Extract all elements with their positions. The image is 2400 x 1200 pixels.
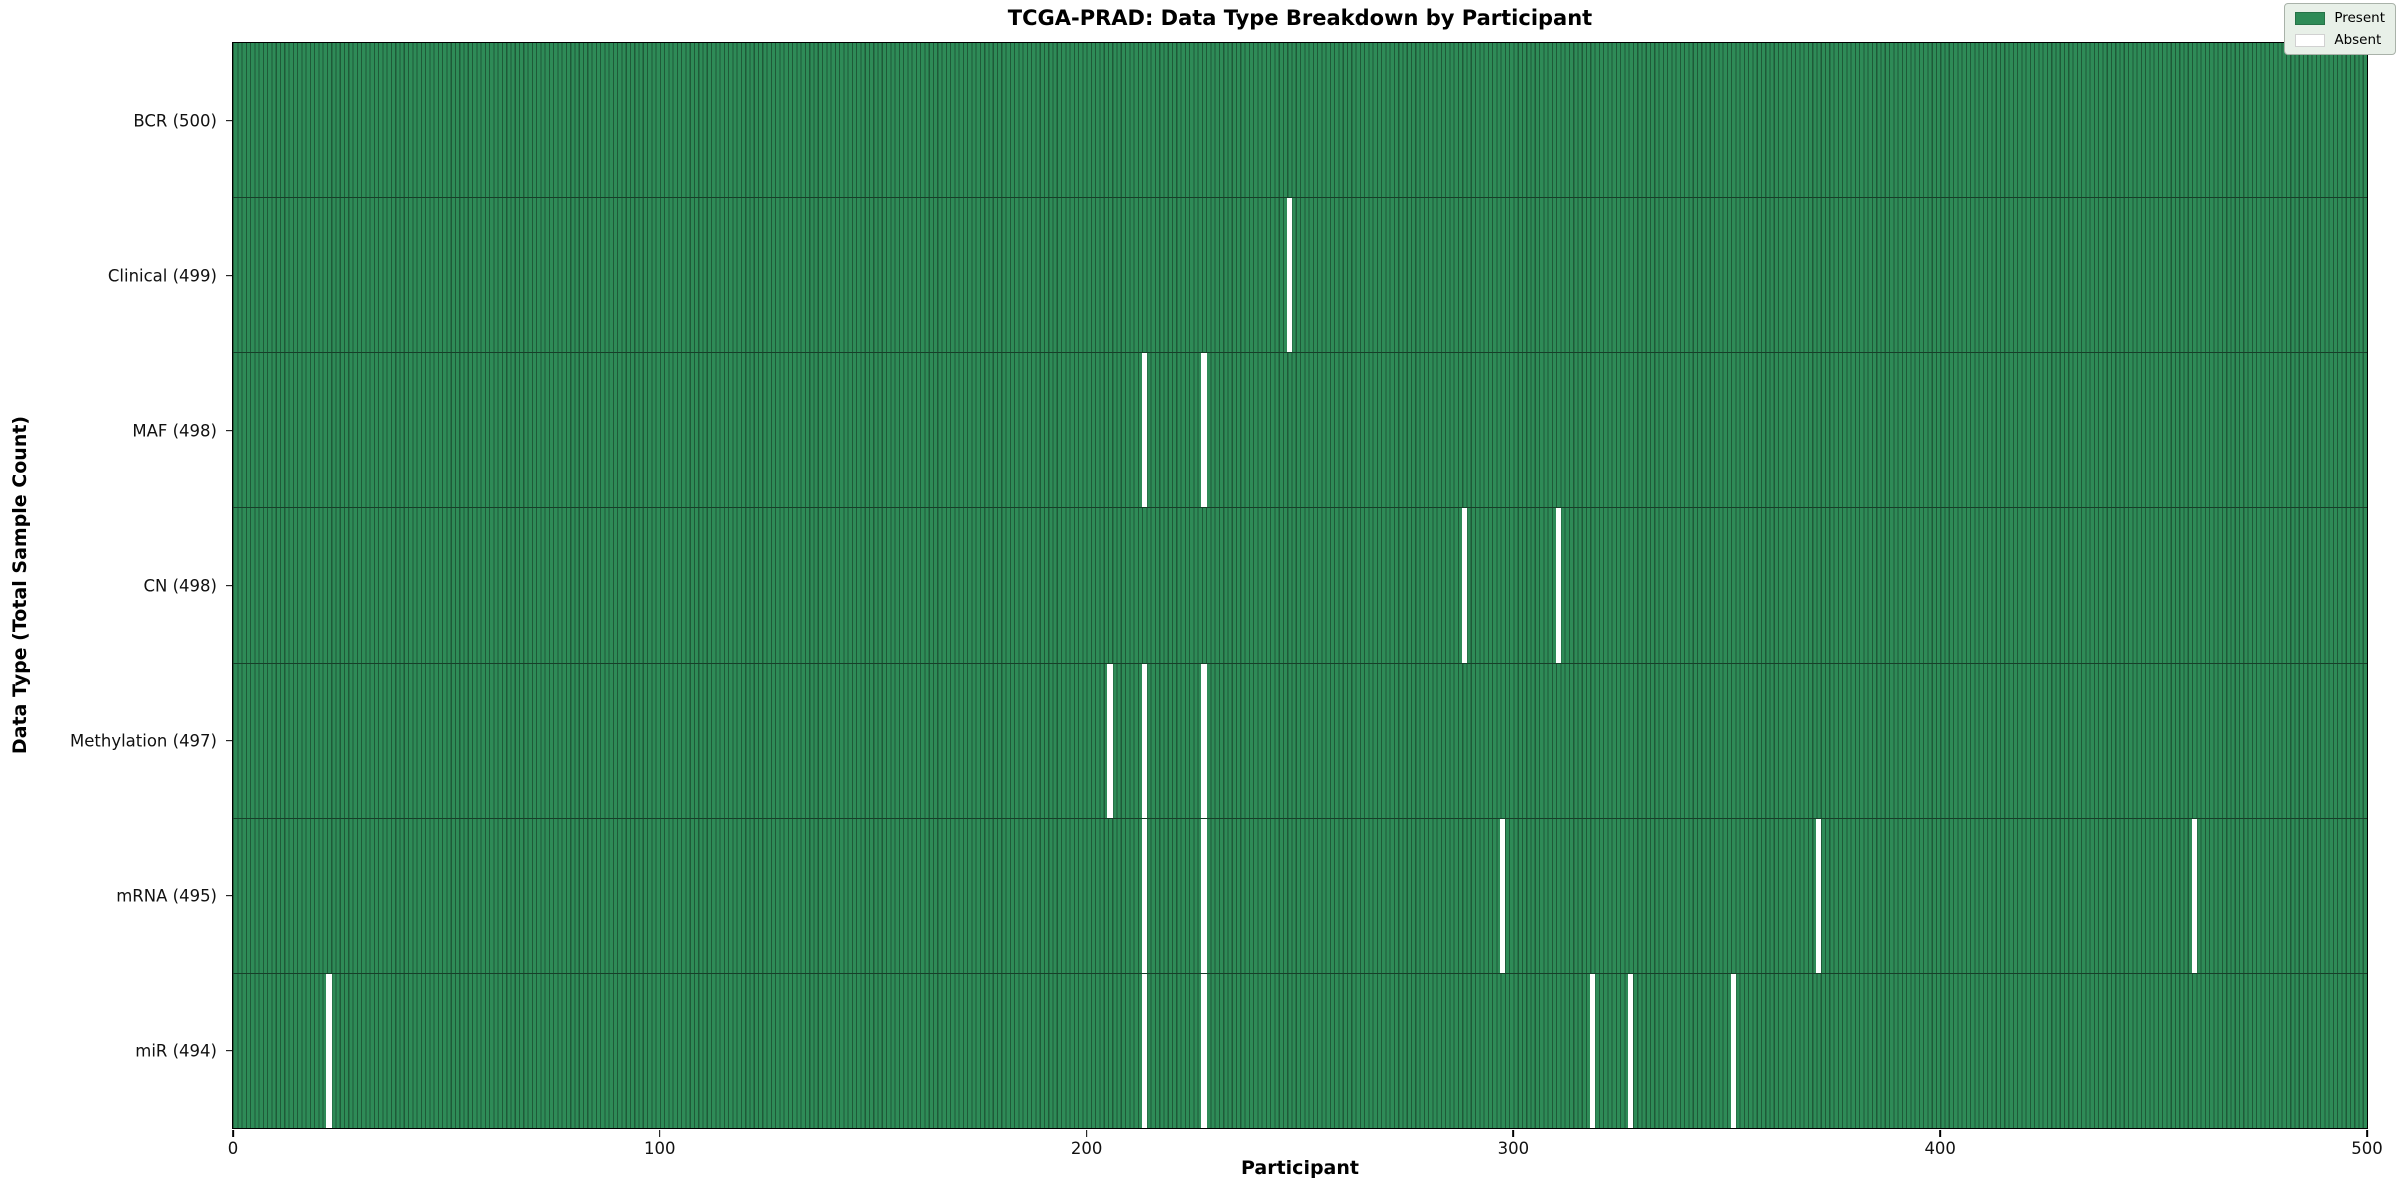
- x-tick-label: 100: [644, 1139, 676, 1158]
- y-tick-label: MAF (498): [132, 421, 217, 440]
- absent-cell: [1201, 818, 1207, 973]
- x-tick-mark: [658, 1129, 661, 1137]
- y-tick-label: miR (494): [135, 1041, 217, 1060]
- legend-swatch-icon: [2295, 33, 2326, 47]
- y-tick-mark: [226, 739, 233, 742]
- heat-row-Methylation: [233, 663, 2367, 819]
- absent-cell: [2191, 818, 2197, 973]
- heat-row-miR: [233, 973, 2367, 1128]
- absent-cell: [1201, 353, 1207, 508]
- plot-area: [232, 42, 2368, 1129]
- y-tick-mark: [226, 894, 233, 897]
- x-tick-label: 400: [1924, 1139, 1956, 1158]
- absent-cell: [326, 973, 332, 1128]
- absent-cell: [1201, 973, 1207, 1128]
- x-tick-mark: [1512, 1129, 1515, 1137]
- x-tick-mark: [232, 1129, 234, 1137]
- x-axis-label: Participant: [1240, 1157, 1359, 1179]
- y-tick-label: Methylation (497): [70, 731, 217, 750]
- x-tick-label: 200: [1070, 1139, 1103, 1158]
- legend-item-absent: Absent: [2295, 32, 2385, 48]
- y-tick-mark: [226, 1049, 233, 1052]
- absent-cell: [1628, 973, 1634, 1128]
- heat-row-mRNA: [233, 818, 2367, 974]
- x-tick-mark: [1939, 1129, 1942, 1137]
- y-tick-label: Clinical (499): [107, 266, 217, 285]
- heat-row-BCR: [233, 43, 2367, 199]
- legend-item-present: Present: [2295, 10, 2385, 26]
- absent-cell: [1141, 663, 1147, 818]
- absent-cell: [1500, 818, 1506, 973]
- legend-swatch-icon: [2295, 11, 2326, 25]
- legend: Present Absent: [2284, 3, 2396, 55]
- legend-label: Absent: [2334, 32, 2382, 48]
- absent-cell: [1815, 818, 1822, 973]
- absent-cell: [1286, 198, 1292, 353]
- y-tick-mark: [226, 119, 233, 122]
- x-tick-label: 500: [2351, 1139, 2383, 1158]
- absent-cell: [1461, 508, 1467, 663]
- x-tick-label: 300: [1497, 1139, 1530, 1158]
- absent-cell: [1730, 973, 1736, 1128]
- y-tick-mark: [226, 429, 233, 432]
- absent-cell: [1141, 973, 1147, 1128]
- y-tick-mark: [226, 274, 233, 277]
- absent-cell: [1141, 353, 1147, 508]
- heat-row-Clinical: [233, 198, 2367, 354]
- heat-row-CN: [233, 508, 2367, 664]
- heat-row-MAF: [233, 353, 2367, 509]
- absent-cell: [1141, 818, 1147, 973]
- legend-label: Present: [2334, 10, 2385, 26]
- absent-cell: [1555, 508, 1561, 663]
- y-tick-label: CN (498): [143, 576, 217, 595]
- absent-cell: [1107, 663, 1113, 818]
- y-tick-label: BCR (500): [133, 111, 217, 130]
- absent-cell: [1589, 973, 1595, 1128]
- x-tick-label: 0: [227, 1139, 239, 1158]
- chart-title: TCGA-PRAD: Data Type Breakdown by Partic…: [1007, 6, 1593, 30]
- absent-cell: [1201, 663, 1207, 818]
- x-tick-mark: [2366, 1129, 2368, 1137]
- y-tick-label: mRNA (495): [116, 886, 217, 905]
- x-axis-ticks: 0 100 200 300 400 500: [228, 1128, 2383, 1173]
- y-axis-ticks: BCR (500) Clinical (499) MAF (498) CN (498)…: [0, 43, 233, 1128]
- x-tick-mark: [1085, 1129, 1088, 1137]
- y-tick-mark: [226, 584, 233, 587]
